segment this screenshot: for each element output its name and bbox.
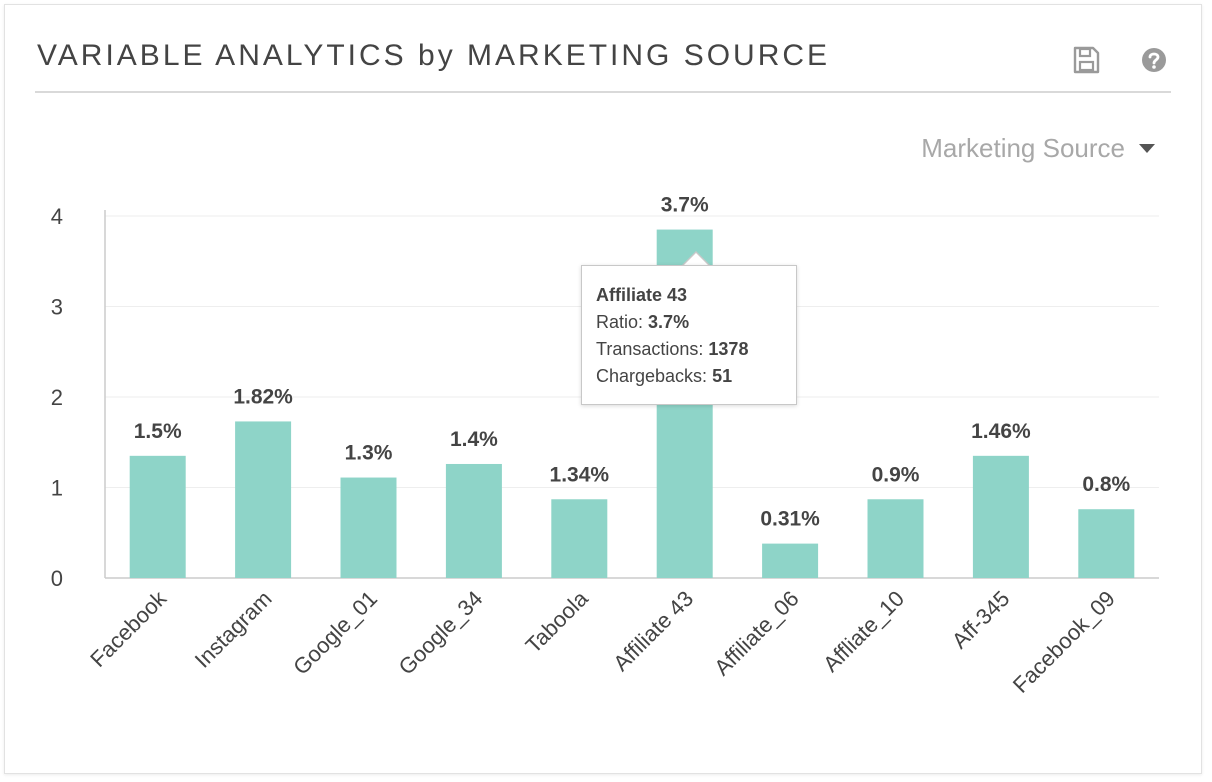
bar [1078, 509, 1135, 578]
y-tick-label: 2 [51, 385, 63, 410]
x-category-label: Taboola [521, 585, 594, 658]
dropdown-label: Marketing Source [921, 133, 1125, 163]
tooltip-ratio-label: Ratio: [596, 312, 644, 332]
bar [445, 463, 502, 578]
data-label: 0.8% [1082, 473, 1130, 496]
y-tick-label: 0 [51, 566, 63, 591]
bar [340, 477, 397, 578]
tooltip-transactions-label: Transactions: [596, 339, 704, 359]
save-icon[interactable] [1071, 45, 1101, 75]
y-tick-label: 3 [51, 295, 63, 320]
bar-tooltip: Affiliate 43 Ratio: 3.7% Transactions: 1… [581, 265, 797, 405]
data-label: 1.4% [450, 428, 498, 451]
data-label: 0.9% [872, 463, 920, 486]
caret-down-icon [1139, 144, 1155, 153]
bar [867, 499, 924, 578]
bar [129, 455, 186, 578]
bar [235, 421, 292, 578]
y-tick-label: 4 [51, 204, 63, 229]
page-title: VARIABLE ANALYTICS by MARKETING SOURCE [37, 39, 831, 72]
tooltip-title: Affiliate 43 [596, 285, 688, 305]
tooltip-ratio-row: Ratio: 3.7% [596, 309, 796, 336]
x-category-label: Affiliate 43 [608, 586, 698, 676]
bar [551, 499, 608, 578]
bar-chart: 0 1 2 3 4 1.5% Facebook 1.82% Instagram 1.3% Googl… [51, 194, 1159, 698]
x-category-label: Facebook_09 [1008, 586, 1120, 698]
data-label: 1.34% [550, 463, 610, 486]
tooltip-chargebacks-value: 51 [712, 366, 733, 386]
tooltip-transactions-row: Transactions: 1378 [596, 336, 796, 363]
data-label: 1.5% [134, 420, 182, 443]
x-category-label: Instagram [190, 586, 277, 673]
tooltip-chargebacks-row: Chargebacks: 51 [596, 363, 796, 390]
tooltip-ratio-value: 3.7% [648, 312, 690, 332]
bar [972, 455, 1029, 578]
chart-card: VARIABLE ANALYTICS by MARKETING SOURCE M… [4, 4, 1202, 774]
data-label: 0.31% [760, 508, 820, 531]
x-category-label: Google_01 [288, 586, 382, 680]
help-icon[interactable] [1139, 45, 1169, 75]
data-label: 1.3% [345, 442, 393, 465]
data-label: 3.7% [661, 194, 709, 217]
x-category-label: Facebook [85, 585, 172, 672]
x-category-label: Aff-345 [947, 586, 1015, 654]
x-category-label: Affliate_10 [818, 586, 909, 677]
x-category-label: Affiliate_06 [709, 586, 803, 680]
tooltip-transactions-value: 1378 [708, 339, 749, 359]
x-category-label: Google_34 [394, 586, 488, 680]
tooltip-chargebacks-label: Chargebacks: [596, 366, 708, 386]
data-label: 1.46% [971, 420, 1031, 443]
header-divider [35, 91, 1171, 93]
y-tick-label: 1 [51, 476, 63, 501]
tooltip-arrow-fill [683, 253, 709, 266]
bar [762, 543, 819, 578]
data-label: 1.82% [233, 385, 293, 408]
marketing-source-dropdown[interactable]: Marketing Source [921, 133, 1155, 164]
